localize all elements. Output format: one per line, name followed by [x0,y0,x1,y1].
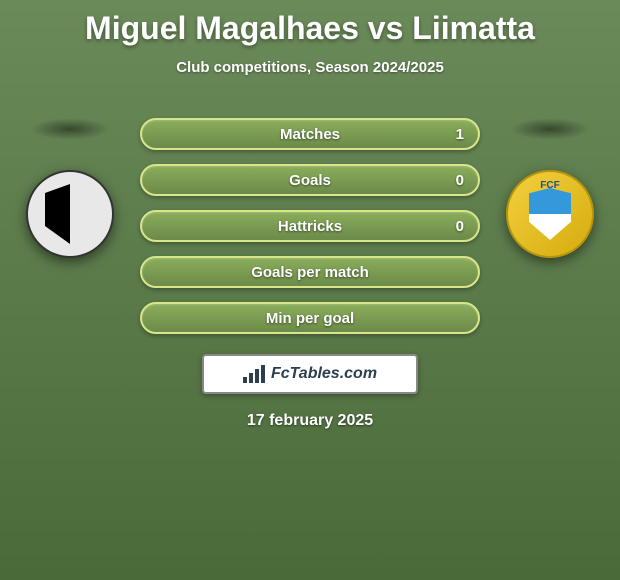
page-subtitle: Club competitions, Season 2024/2025 [0,59,620,76]
stat-bar-min-per-goal: Min per goal [140,302,480,334]
stat-bar-goals: Goals 0 [140,164,480,196]
stat-label: Min per goal [266,310,354,327]
left-player-placeholder [30,118,110,140]
stat-label: Matches [280,126,340,143]
left-club-logo [26,170,114,258]
left-club-shield [45,184,95,244]
fctables-text: FcTables.com [271,365,377,383]
left-player-col [20,118,120,258]
main-row: Matches 1 Goals 0 Hattricks 0 Goals per … [0,118,620,334]
right-player-placeholder [510,118,590,140]
right-player-col: FCF [500,118,600,258]
footer-area: FcTables.com 17 february 2025 [0,354,620,430]
page-title: Miguel Magalhaes vs Liimatta [0,10,620,47]
stat-value-right: 1 [456,126,464,143]
bar-chart-icon [243,365,265,383]
stat-bar-goals-per-match: Goals per match [140,256,480,288]
fctables-badge[interactable]: FcTables.com [202,354,418,394]
stat-bar-hattricks: Hattricks 0 [140,210,480,242]
date-text: 17 february 2025 [247,412,373,430]
stat-bar-matches: Matches 1 [140,118,480,150]
stats-column: Matches 1 Goals 0 Hattricks 0 Goals per … [140,118,480,334]
stat-label: Hattricks [278,218,342,235]
stat-label: Goals [289,172,331,189]
right-club-logo: FCF [506,170,594,258]
right-club-shield [529,188,571,240]
stat-value-right: 0 [456,218,464,235]
stat-value-right: 0 [456,172,464,189]
stat-label: Goals per match [251,264,369,281]
infographic-container: Miguel Magalhaes vs Liimatta Club compet… [0,0,620,430]
